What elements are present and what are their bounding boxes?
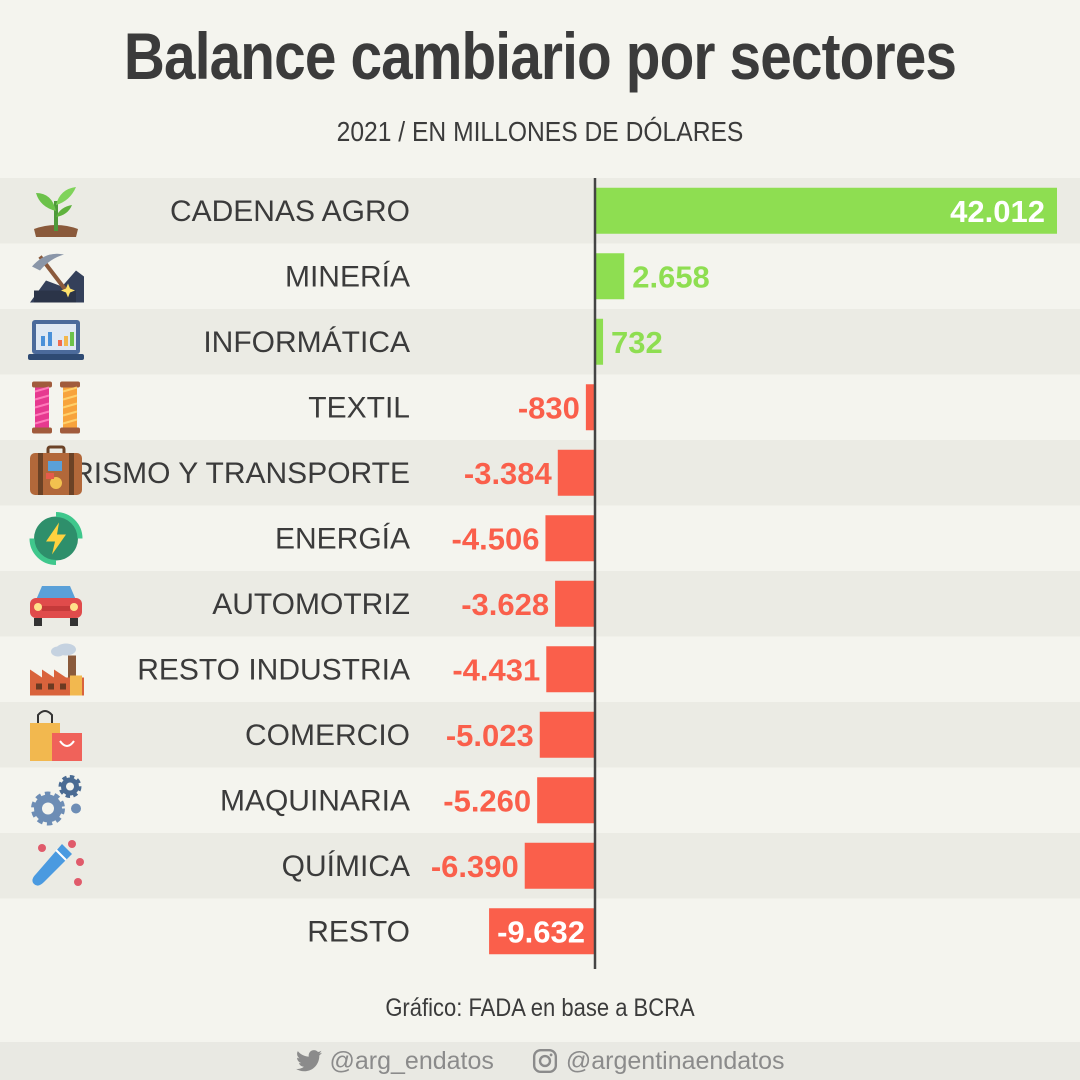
category-label: TURISMO Y TRANSPORTE (32, 457, 410, 490)
row-band (0, 571, 1080, 637)
twitter-link[interactable]: @arg_endatos (295, 1046, 494, 1076)
value-label: -830 (518, 390, 580, 425)
value-label: -5.260 (443, 783, 531, 818)
instagram-handle: @argentinaendatos (565, 1046, 785, 1075)
car-icon (30, 586, 82, 626)
twitter-icon (295, 1050, 322, 1072)
value-label: -5.023 (446, 718, 534, 753)
bar (595, 318, 604, 365)
category-label: AUTOMOTRIZ (212, 588, 410, 621)
category-label: TEXTIL (308, 391, 410, 424)
bar (585, 384, 595, 431)
category-label: QUÍMICA (282, 850, 410, 883)
plant-icon (34, 187, 78, 237)
bar (555, 580, 595, 627)
instagram-link[interactable]: @argentinaendatos (532, 1046, 785, 1076)
mining-icon (30, 253, 84, 303)
bar (545, 515, 595, 562)
chart-title: Balance cambiario por sectores (123, 19, 957, 93)
bar (557, 449, 595, 496)
bar-chart: CADENAS AGRO 42.012 MINERÍA 2.658 INFORMÁTIC… (0, 178, 1080, 969)
source-note: Gráfico: FADA en base a BCRA (385, 994, 695, 1022)
category-label: MINERÍA (285, 260, 410, 293)
category-label: MAQUINARIA (220, 784, 410, 817)
value-label: -9.632 (497, 914, 585, 949)
bar (537, 777, 595, 824)
instagram-icon (532, 1048, 558, 1074)
bar (524, 842, 595, 889)
twitter-handle: @arg_endatos (329, 1046, 494, 1075)
category-label: RESTO INDUSTRIA (137, 653, 410, 686)
factory-icon (30, 643, 84, 696)
chart-subtitle: 2021 / EN MILLONES DE DÓLARES (336, 116, 744, 147)
bar (539, 711, 595, 758)
social-footer: @arg_endatos @argentinaendatos (0, 1042, 1080, 1080)
bar (595, 187, 1057, 234)
value-label: 42.012 (950, 194, 1045, 229)
energy-icon (29, 512, 83, 565)
test-tube-icon (32, 840, 84, 886)
value-label: -3.384 (464, 456, 553, 491)
value-label: 732 (611, 325, 663, 360)
row-band (0, 440, 1080, 506)
value-label: -4.506 (452, 521, 540, 556)
category-label: CADENAS AGRO (170, 195, 410, 228)
gears-icon (31, 775, 82, 826)
category-label: RESTO (307, 915, 410, 948)
laptop-chart-icon (28, 320, 84, 360)
bar (595, 253, 625, 300)
value-label: 2.658 (632, 259, 710, 294)
shopping-bags-icon (30, 710, 82, 761)
value-label: -4.431 (452, 652, 540, 687)
thread-spools-icon (32, 381, 80, 434)
value-label: -6.390 (431, 849, 519, 884)
bar (546, 646, 595, 693)
row-band (0, 309, 1080, 375)
suitcase-icon (30, 445, 82, 495)
category-label: ENERGÍA (275, 522, 410, 555)
category-label: COMERCIO (245, 719, 410, 752)
bar (489, 908, 595, 955)
category-label: INFORMÁTICA (203, 326, 410, 359)
value-label: -3.628 (461, 587, 549, 622)
